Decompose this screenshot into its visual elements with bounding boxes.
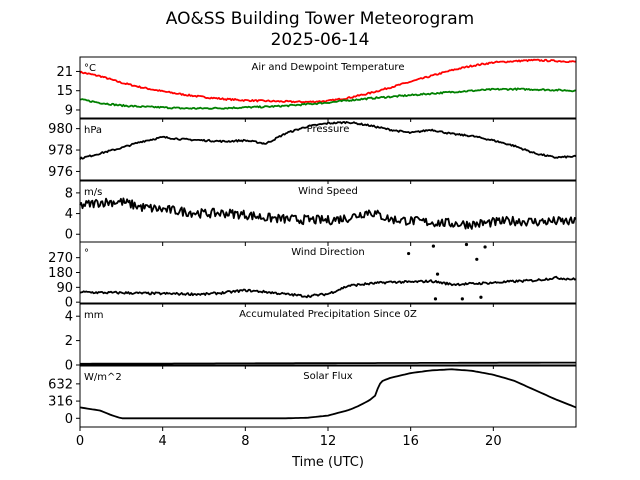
scatter-point-wind_direction-5 [435,272,440,276]
panel-temp: 9 15 21 °C Air and Dewpoint Temperature [56,56,577,122]
y-tick-label-wind_direction-2: 180 [48,266,73,281]
y-tick-label-solar-1: 316 [48,395,73,410]
y-tick-label-precip-1: 2 [65,334,73,349]
panel-title-wind_speed: Wind Speed [298,186,358,197]
y-tick-label-temp-1: 15 [56,84,73,99]
unit-label-wind_speed: m/s [84,187,102,198]
panel-title-wind_direction: Wind Direction [291,247,365,258]
x-tick-label-2: 8 [241,434,249,449]
scatter-point-wind_direction-3 [475,257,479,261]
scatter-point-wind_direction-2 [464,242,469,247]
scatter-point-wind_direction-0 [407,251,411,256]
panel-title-temp: Air and Dewpoint Temperature [252,62,405,73]
y-tick-label-temp-2: 21 [56,65,73,80]
panel-wind_speed: 0 4 8 m/s Wind Speed [65,180,577,246]
series-line-precip-0 [80,361,576,365]
unit-label-pressure: hPa [84,125,102,136]
y-tick-label-temp-0: 9 [65,103,73,118]
series-line-temp-0 [79,58,577,104]
y-tick-label-precip-2: 4 [65,310,73,325]
unit-label-solar: W/m^2 [84,372,122,383]
chart-title: AO&SS Building Tower Meteorogram [166,9,474,29]
scatter-point-wind_direction-4 [483,245,487,249]
y-tick-label-pressure-0: 976 [48,165,73,180]
panel-pressure: 976 978 980 hPa Pressure [48,118,577,184]
x-tick-label-3: 12 [320,434,337,449]
unit-label-precip: mm [84,310,103,321]
panel-solar: 0 316 632 W/m^2 Solar Flux [48,365,577,431]
x-tick-label-0: 0 [76,434,84,449]
series-line-pressure-0 [79,121,577,160]
scatter-point-wind_direction-6 [460,297,464,301]
series-line-temp-1 [79,87,576,110]
x-axis-label: Time (UTC) [291,455,364,470]
x-tick-label-5: 20 [485,434,502,449]
panel-title-precip: Accumulated Precipitation Since 0Z [239,309,417,320]
x-tick-label-1: 4 [159,434,167,449]
unit-label-temp: °C [84,63,96,74]
y-tick-label-solar-2: 632 [48,377,73,392]
y-tick-label-pressure-2: 980 [48,122,73,137]
series-line-wind_direction-0 [79,275,577,299]
panel-precip: 0 2 4 mm Accumulated Precipitation Since 0Z [65,303,577,374]
y-tick-label-pressure-1: 978 [48,144,73,159]
x-tick-label-4: 16 [402,434,419,449]
scatter-point-wind_direction-8 [479,295,483,299]
series-line-wind_speed-0 [79,197,577,230]
y-tick-label-wind_speed-2: 8 [65,186,73,201]
y-tick-label-wind_direction-0: 0 [65,296,73,311]
panel-title-solar: Solar Flux [303,371,353,382]
y-tick-label-wind_direction-1: 90 [56,281,73,296]
y-tick-label-solar-0: 0 [65,412,73,427]
scatter-point-wind_direction-7 [433,297,438,301]
y-tick-label-wind_speed-0: 0 [65,228,73,243]
y-tick-label-precip-0: 0 [65,359,73,374]
scatter-point-wind_direction-1 [431,244,435,248]
y-tick-label-wind_speed-1: 4 [65,207,73,222]
y-tick-label-wind_direction-3: 270 [48,251,73,266]
chart-subtitle: 2025-06-14 [271,30,370,50]
unit-label-wind_direction: ° [84,248,89,259]
series-line-solar-0 [79,368,577,420]
panel-title-pressure: Pressure [307,124,350,135]
